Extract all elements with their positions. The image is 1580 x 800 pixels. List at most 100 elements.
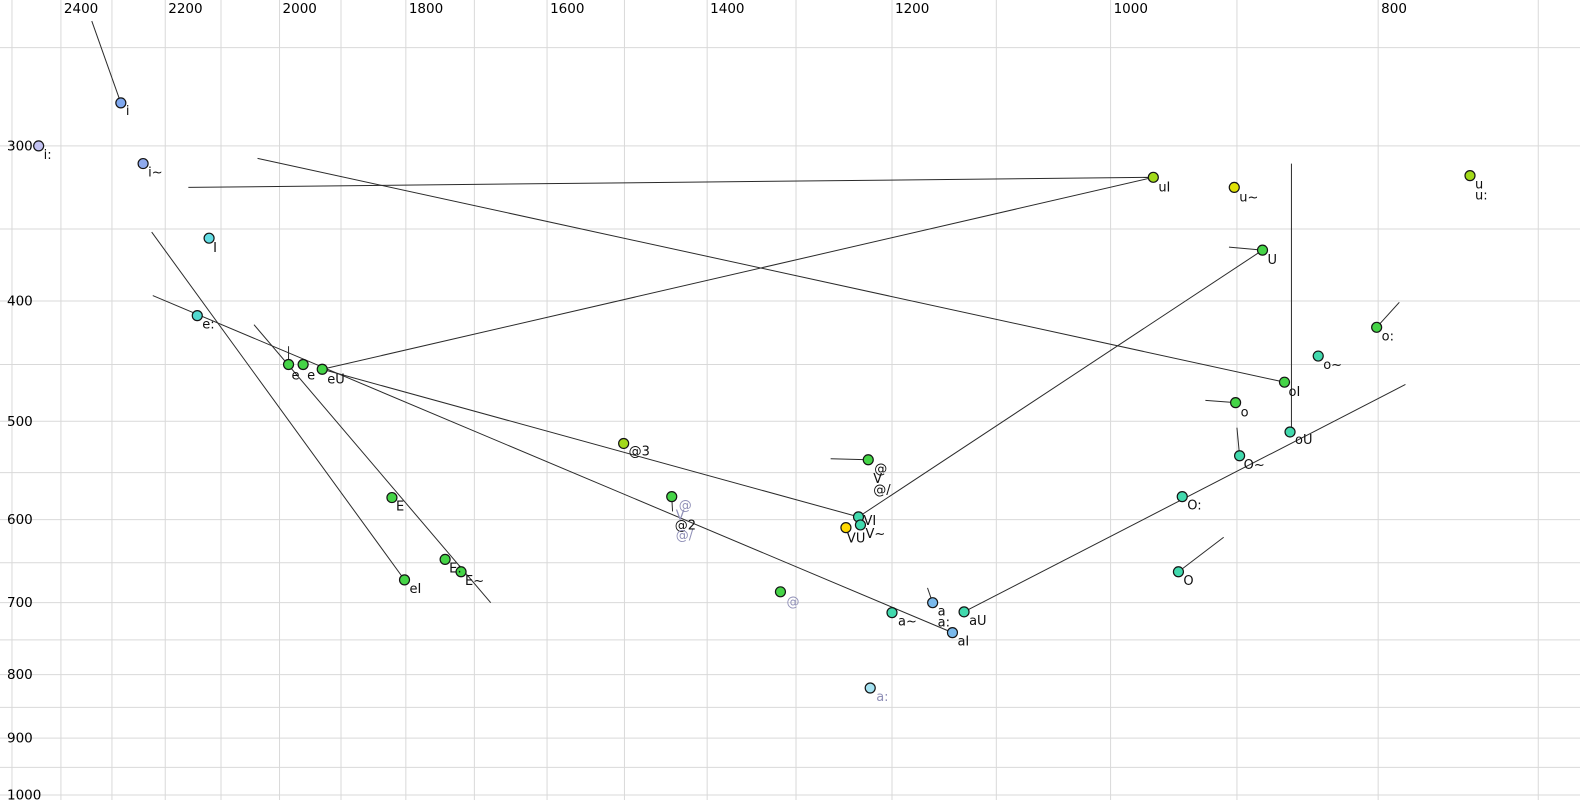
vowel-label-oI: oI	[1288, 385, 1300, 400]
trajectory-line	[253, 324, 492, 604]
trajectory-line	[188, 176, 1154, 188]
vowel-label-e1: e	[292, 368, 300, 383]
y-axis-tick-label: 1000	[7, 787, 41, 800]
trajectory-line	[322, 368, 859, 518]
vowel-label-o~: o~	[1323, 358, 1342, 373]
x-axis-tick-label: 1200	[895, 1, 929, 17]
x-axis-tick-label: 2400	[64, 1, 98, 17]
vowel-point-uI	[1147, 171, 1159, 183]
vowel-point-E:	[439, 553, 451, 566]
vowel-label-@3: @3	[629, 444, 650, 459]
trajectory-line	[257, 157, 1285, 383]
y-axis-tick-label: 300	[7, 138, 33, 154]
vowel-point-o~	[1312, 350, 1324, 362]
y-axis-tick-label: 600	[7, 512, 33, 528]
vowel-point-I	[203, 232, 215, 244]
vowel-label-U: U	[1268, 253, 1278, 268]
vowel-label-u: u:	[1475, 189, 1488, 204]
vowel-point-E~	[455, 566, 467, 578]
y-axis-tick-label: 800	[7, 667, 33, 683]
trajectory-line	[1376, 302, 1400, 328]
trajectory-line	[152, 295, 953, 634]
vowel-point-o:	[1371, 321, 1383, 333]
vowel-point-@g	[774, 586, 787, 598]
vowel-label-O: O	[1183, 574, 1193, 589]
y-axis-tick-label: 400	[7, 293, 33, 309]
vowel-point-V~	[854, 519, 867, 531]
vowel-label-VI: VI	[863, 514, 876, 529]
vowel-label-@2: @/	[676, 529, 694, 544]
vowel-label-@b: @	[874, 462, 887, 477]
trajectory-line	[858, 249, 1263, 518]
trajectory-line	[151, 231, 405, 581]
vowel-point-e:	[191, 310, 203, 322]
trajectory-line	[322, 176, 1154, 370]
vowel-label-eI: eI	[410, 582, 422, 597]
vowel-point-a	[927, 597, 939, 609]
vowel-point-O	[1172, 566, 1185, 578]
vowel-point-eI	[398, 574, 411, 586]
vowel-point-@3	[618, 437, 630, 450]
vowel-label-E:: E:	[449, 561, 462, 576]
vowel-label-e2: e	[307, 368, 315, 383]
x-axis-tick-label: 2200	[168, 1, 202, 17]
vowel-label-@b: @/	[873, 483, 891, 498]
vowel-label-@2: V	[676, 509, 685, 524]
trajectory-line	[830, 458, 869, 461]
vowel-label-u: u	[1475, 178, 1483, 193]
vowel-label-E: E	[396, 500, 404, 515]
vowel-label-a~: a~	[898, 615, 917, 630]
vowel-label-i~: i~	[148, 166, 163, 181]
vowel-point-a:2	[864, 682, 876, 694]
y-axis-tick-label: 900	[7, 731, 33, 747]
vowel-point-eU	[316, 363, 328, 375]
vowel-label-o:: o:	[1382, 329, 1394, 344]
x-axis-tick-label: 1000	[1114, 1, 1148, 17]
y-axis-tick-label: 500	[7, 414, 33, 430]
vowel-label-a: a	[938, 605, 946, 620]
vowel-label-a:2: a:	[876, 690, 888, 705]
vowel-label-eU: eU	[327, 372, 345, 387]
vowel-point-@b	[862, 454, 874, 466]
vowel-point-U	[1256, 244, 1269, 256]
trajectory-line	[1178, 536, 1224, 573]
vowel-label-i: i	[126, 104, 130, 119]
vowel-point-oI	[1278, 376, 1291, 388]
trajectory-line	[91, 20, 122, 104]
vowel-label-@b: V	[873, 472, 882, 487]
vowel-label-e:: e:	[202, 318, 214, 333]
trajectory-line	[1228, 246, 1263, 251]
vowel-label-E~: E~	[465, 574, 484, 589]
vowel-point-a~	[886, 607, 898, 619]
x-axis-tick-label: 1800	[409, 1, 443, 17]
vowel-label-@2: @2	[675, 519, 696, 534]
x-axis-tick-label: 2000	[283, 1, 317, 17]
vowel-point-aU	[958, 606, 970, 618]
vowel-label-O:: O:	[1187, 499, 1201, 514]
vowel-point-i:	[33, 140, 45, 152]
vowel-label-aI: aI	[957, 635, 969, 650]
vowel-label-u~: u~	[1239, 190, 1258, 205]
vowel-point-i	[115, 97, 127, 109]
y-axis-tick-label: 700	[7, 595, 33, 611]
vowel-label-VU: VU	[847, 532, 865, 547]
vowel-point-oU	[1284, 426, 1296, 438]
vowel-point-e2	[297, 358, 309, 371]
vowel-label-I: I	[213, 241, 217, 256]
vowel-point-O~	[1233, 450, 1246, 462]
vowel-point-VU	[840, 522, 852, 534]
x-axis-tick-label: 800	[1381, 1, 1407, 17]
vowel-label-uI: uI	[1158, 180, 1170, 195]
x-axis-tick-label: 1600	[550, 1, 584, 17]
vowel-point-u~	[1228, 181, 1240, 193]
vowel-point-aI	[946, 627, 959, 639]
vowel-point-i~	[137, 157, 149, 170]
vowel-point-o	[1229, 397, 1242, 409]
vowel-label-oU: oU	[1295, 433, 1312, 448]
vowel-point-E	[386, 491, 398, 504]
vowel-label-V~: V~	[865, 527, 885, 542]
vowel-label-O~: O~	[1244, 458, 1265, 473]
x-axis-tick-label: 1400	[710, 1, 744, 17]
